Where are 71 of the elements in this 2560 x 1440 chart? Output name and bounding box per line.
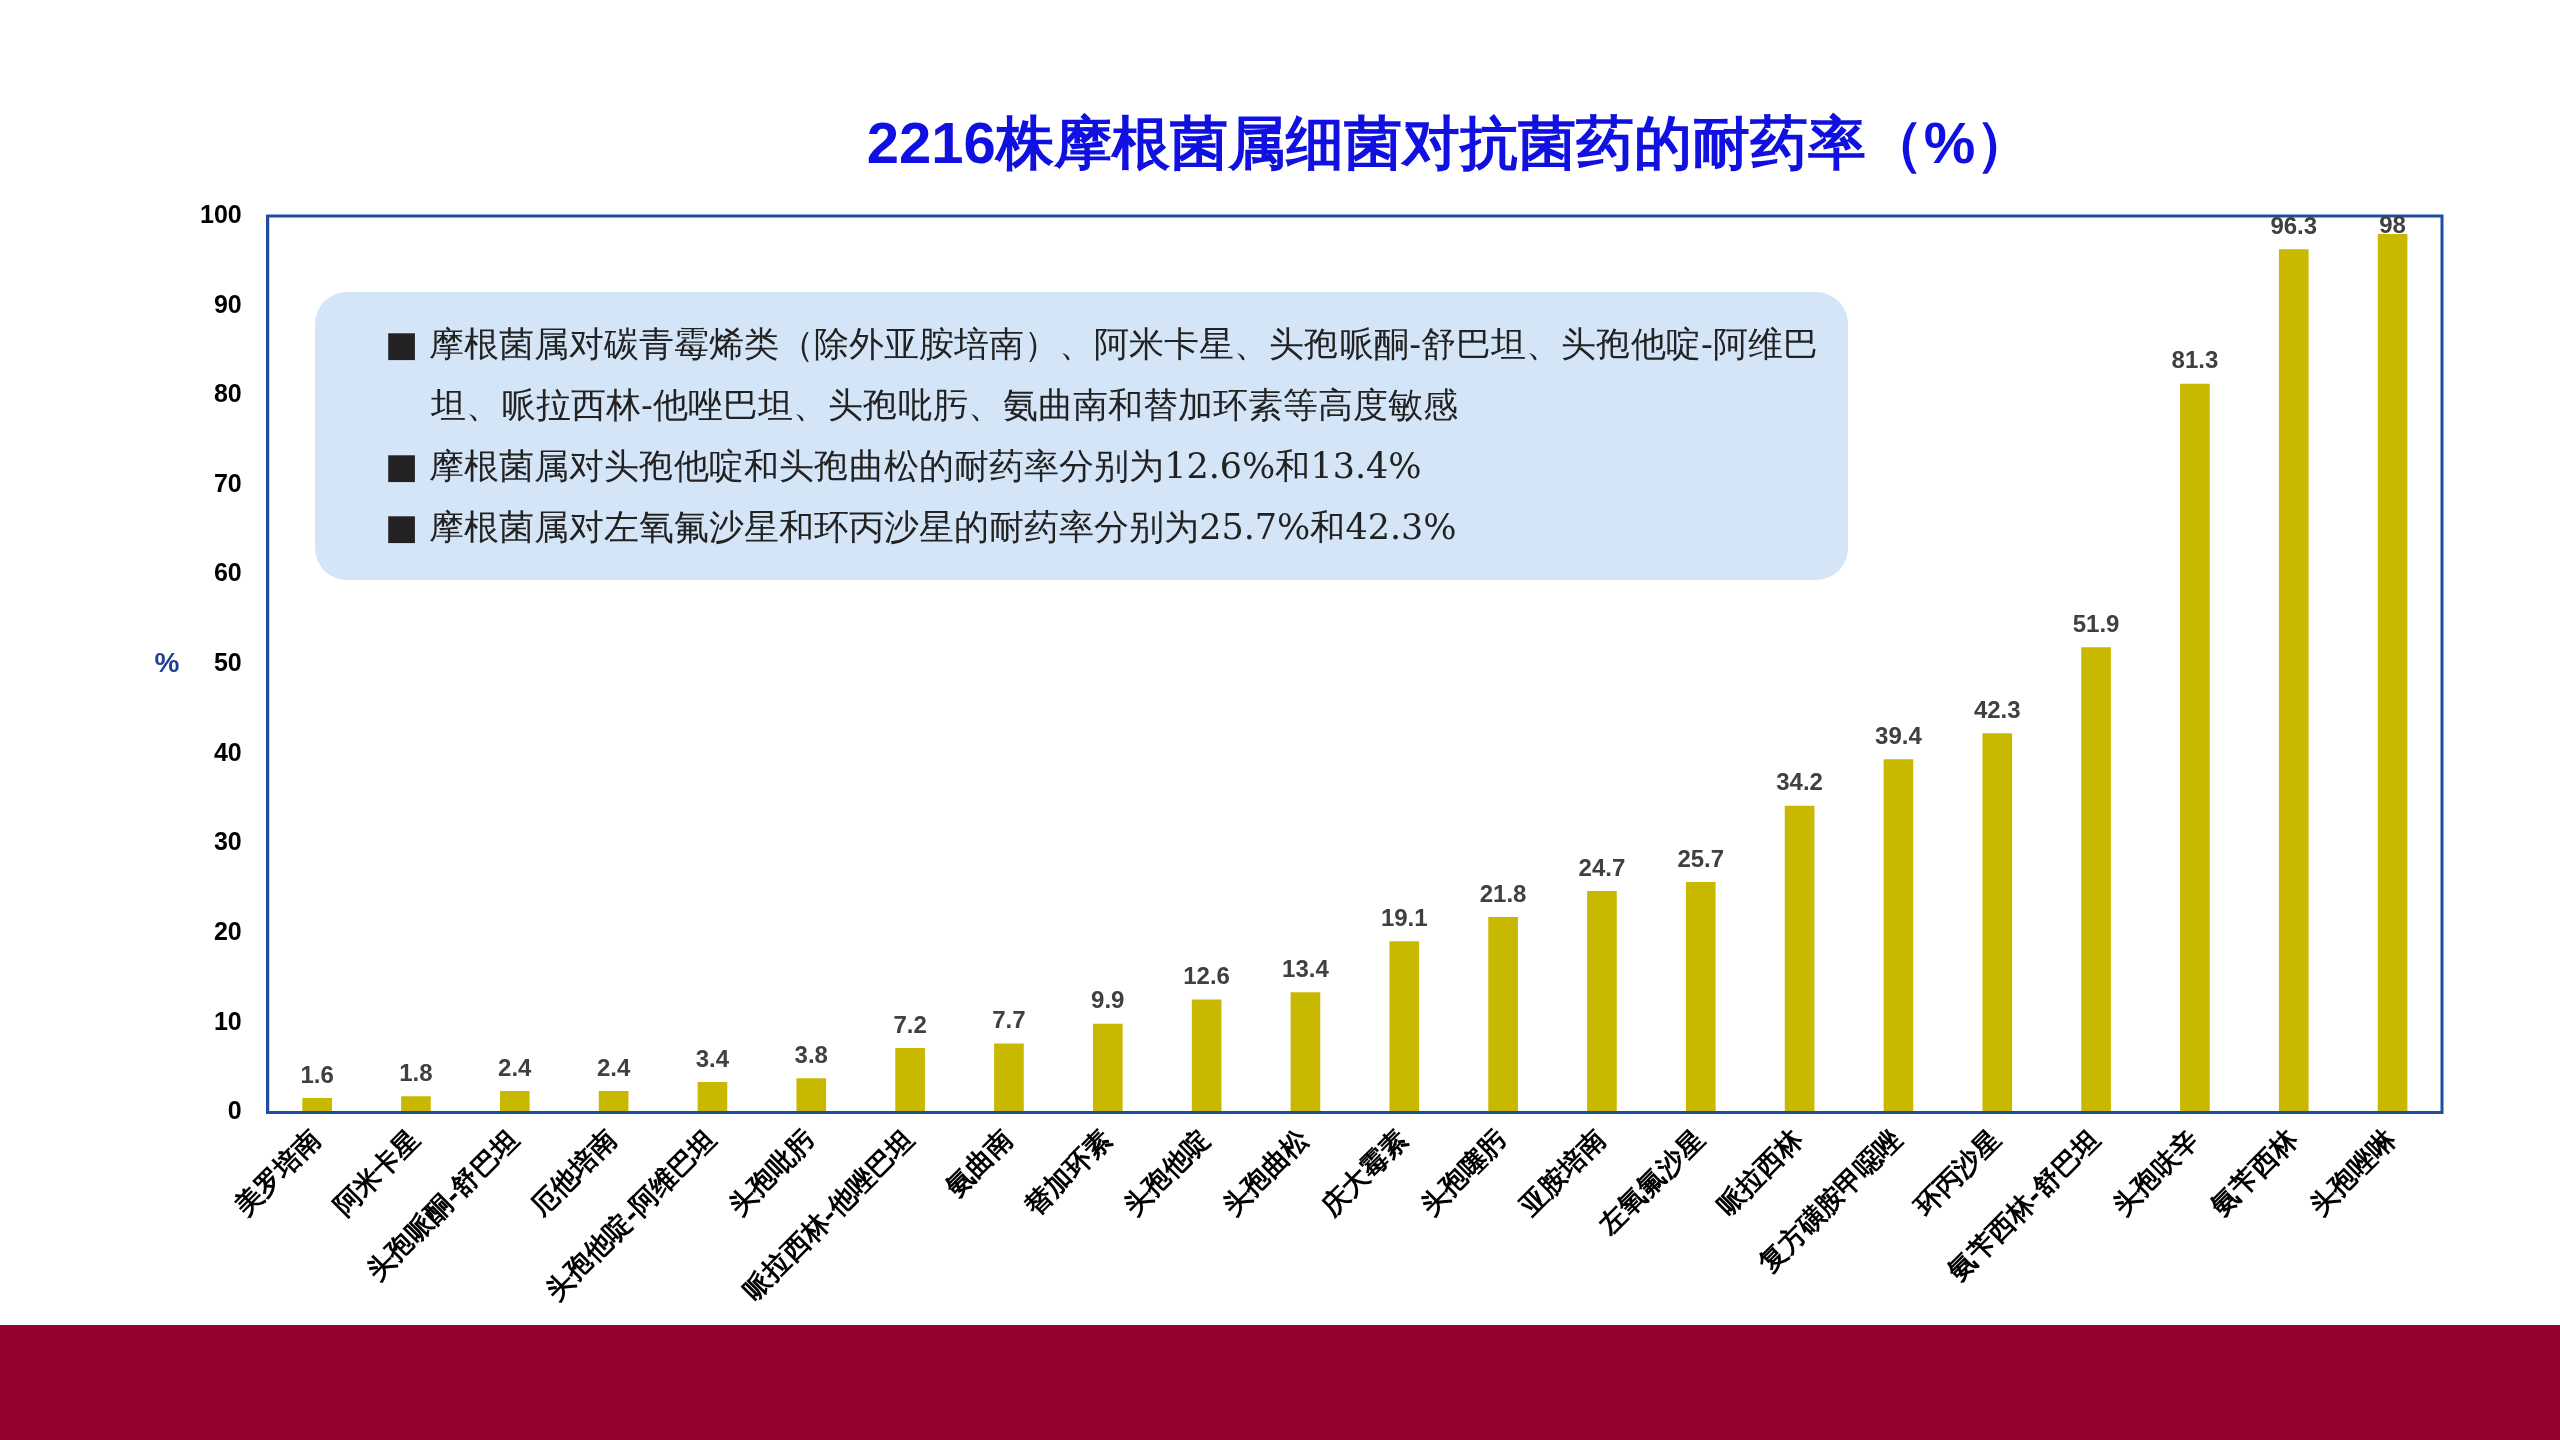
y-tick-label: 100 bbox=[199, 199, 242, 228]
bar bbox=[598, 1090, 629, 1113]
data-label: 2.4 bbox=[596, 1053, 631, 1081]
bar bbox=[2081, 647, 2111, 1113]
bar bbox=[302, 1098, 332, 1113]
data-label: 1.8 bbox=[399, 1058, 433, 1086]
data-label: 7.7 bbox=[992, 1006, 1026, 1034]
data-label: 51.9 bbox=[2072, 609, 2120, 637]
data-label: 96.3 bbox=[2270, 211, 2318, 239]
bar bbox=[994, 1043, 1024, 1113]
data-label: 34.2 bbox=[1776, 768, 1823, 796]
data-label: 42.3 bbox=[1973, 695, 2021, 723]
y-tick-label: 10 bbox=[213, 1006, 242, 1035]
data-label: 13.4 bbox=[1282, 954, 1330, 982]
x-tick-label: 头孢呋辛 bbox=[2105, 1123, 2205, 1222]
x-tick-label: 氨苄西林 bbox=[2203, 1122, 2304, 1223]
bar bbox=[1587, 891, 1617, 1113]
bar bbox=[1389, 941, 1420, 1113]
data-label: 25.7 bbox=[1677, 844, 1725, 872]
data-label: 98 bbox=[2379, 210, 2406, 238]
bar bbox=[1488, 917, 1518, 1113]
y-tick-label: 40 bbox=[213, 737, 242, 766]
x-tick-label: 氨曲南 bbox=[938, 1123, 1019, 1204]
y-tick-label: 0 bbox=[227, 1096, 242, 1125]
x-tick-label: 头孢曲松 bbox=[1216, 1122, 1316, 1222]
y-tick-label: 70 bbox=[213, 468, 242, 497]
bar bbox=[2278, 249, 2309, 1113]
callout-box: ■ 摩根菌属对碳青霉烯类（除外亚胺培南）、阿米卡星、头孢哌酮-舒巴坦、头孢他啶-阿维巴坦、哌拉西林-他唑巴坦、头孢吡肟、氨曲南和替加环素等高度敏感 ■ 摩根菌属对头孢他啶和头孢曲松的耐药率分别为12.6%和13.4% ■ 摩根菌属对左氧氟沙星和环丙沙星的耐药率分别为25.7%和42.3% bbox=[315, 292, 1848, 580]
data-label: 81.3 bbox=[2171, 346, 2219, 374]
data-label: 1.6 bbox=[300, 1060, 334, 1088]
data-label: 12.6 bbox=[1183, 962, 1230, 990]
data-label: 9.9 bbox=[1091, 986, 1125, 1014]
bar bbox=[1092, 1023, 1123, 1113]
data-label: 24.7 bbox=[1578, 853, 1626, 881]
data-label: 21.8 bbox=[1479, 879, 1527, 907]
bar bbox=[2180, 383, 2210, 1113]
bar bbox=[1191, 999, 1222, 1113]
y-tick-label: 50 bbox=[213, 648, 242, 677]
y-tick-label: 60 bbox=[213, 558, 242, 587]
bar bbox=[697, 1081, 728, 1113]
x-tick-label: 庆大霉素 bbox=[1314, 1123, 1414, 1223]
data-label: 3.8 bbox=[794, 1040, 828, 1068]
bar bbox=[1883, 759, 1914, 1113]
data-label: 2.4 bbox=[498, 1053, 533, 1081]
y-tick-label: 90 bbox=[213, 289, 242, 318]
annotation: ■ 摩根菌属对碳青霉烯类（除外亚胺培南）、阿米卡星、头孢哌酮-舒巴坦、头孢他啶-阿维巴坦、哌拉西林-他唑巴坦、头孢吡肟、氨曲南和替加环素等高度敏感 bbox=[385, 323, 1818, 427]
bar bbox=[796, 1078, 827, 1113]
annotation: ■ 摩根菌属对左氧氟沙星和环丙沙星的耐药率分别为25.7%和42.3% bbox=[385, 506, 1458, 549]
bar bbox=[895, 1047, 925, 1113]
x-tick-label: 头孢他啶 bbox=[1117, 1123, 1216, 1222]
bar bbox=[401, 1096, 431, 1113]
bar bbox=[1784, 805, 1815, 1113]
annotation: ■ 摩根菌属对头孢他啶和头孢曲松的耐药率分别为12.6%和13.4% bbox=[385, 445, 1423, 488]
y-tick-label: 30 bbox=[213, 827, 242, 856]
x-tick-label: 美罗培南 bbox=[227, 1123, 327, 1223]
x-tick-label: 头孢噻肟 bbox=[1414, 1123, 1513, 1222]
bar bbox=[1982, 733, 2013, 1113]
chart-title: 2216株摩根菌属细菌对抗菌药的耐药率（%） bbox=[865, 109, 2035, 177]
bar bbox=[499, 1090, 530, 1113]
x-tick-label: 头孢唑啉 bbox=[2303, 1122, 2403, 1222]
bar bbox=[1685, 882, 1716, 1113]
y-axis-title: % bbox=[154, 646, 180, 678]
data-label: 3.4 bbox=[695, 1044, 730, 1072]
bar bbox=[1290, 992, 1321, 1113]
x-tick-label: 替加环素 bbox=[1017, 1123, 1117, 1223]
bar bbox=[2377, 233, 2408, 1113]
data-label: 19.1 bbox=[1380, 903, 1428, 931]
data-label: 39.4 bbox=[1875, 721, 1923, 749]
y-tick-label: 20 bbox=[213, 917, 242, 946]
data-label: 7.2 bbox=[893, 1010, 927, 1038]
y-tick-label: 80 bbox=[213, 379, 242, 408]
